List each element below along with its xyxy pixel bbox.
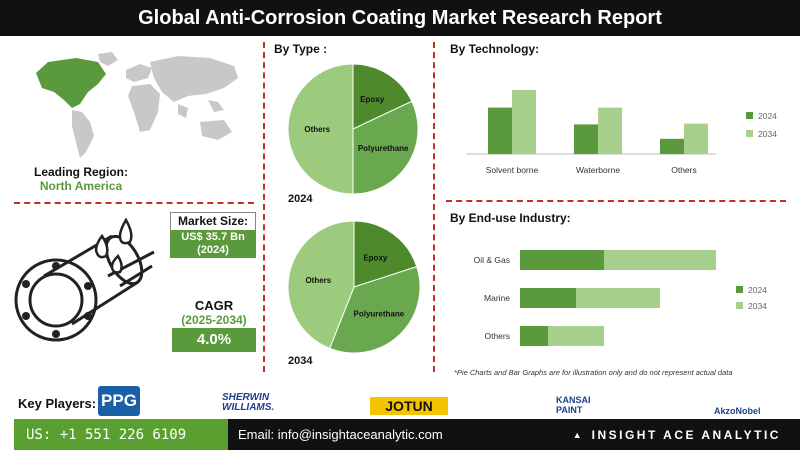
pie-label-polyurethane: Polyurethane [354, 309, 405, 318]
market-size-label: Market Size: [177, 214, 249, 228]
pie-label-epoxy: Epoxy [363, 254, 388, 263]
end-use-bar [576, 288, 660, 308]
market-size-value-box: US$ 35.7 Bn (2024) [170, 230, 256, 258]
ppg-logo: PPG [98, 386, 140, 416]
footer-phone[interactable]: US: +1 551 226 6109 [14, 419, 228, 450]
technology-legend-label: 2024 [758, 111, 777, 121]
page-title: Global Anti-Corrosion Coating Market Res… [0, 0, 800, 36]
end-use-legend-label: 2024 [748, 285, 767, 295]
cagr-period: (2025-2034) [181, 313, 247, 327]
technology-bar [684, 123, 708, 154]
brand-logo-icon: ▲ [572, 429, 582, 440]
leading-region-value: North America [39, 179, 123, 193]
technology-category-label: Solvent borne [486, 165, 539, 175]
pie-label-epoxy: Epoxy [360, 95, 385, 104]
divider-right [433, 42, 435, 372]
section-title-end-use: By End-use Industry: [450, 211, 571, 225]
footer-email[interactable]: Email: info@insightaceanalytic.com [238, 427, 443, 442]
world-map-icon [36, 52, 238, 158]
technology-bar [574, 124, 598, 154]
technology-bar [660, 138, 684, 154]
pie-slice-others [287, 63, 354, 195]
end-use-category-label: Oil & Gas [474, 255, 510, 265]
akzonobel-logo: AkzoNobel [714, 406, 761, 416]
divider-right-horizontal [446, 200, 786, 202]
end-use-bar [520, 288, 576, 308]
technology-category-label: Waterborne [576, 165, 620, 175]
jotun-logo-text: JOTUN [385, 398, 433, 414]
sherwin-williams-logo: SHERWIN WILLIAMS. [222, 392, 275, 413]
pie-slice-polyurethane [352, 100, 419, 195]
disclaimer-note: *Pie Charts and Bar Graphs are for illus… [454, 368, 733, 377]
legend-swatch [736, 302, 743, 309]
divider-left [263, 42, 265, 372]
pie-slice-others [287, 220, 355, 350]
end-use-bar [520, 326, 548, 346]
technology-bar [512, 90, 536, 154]
pipe-corrosion-icon [14, 217, 155, 342]
pie-slice-epoxy [353, 220, 418, 288]
section-title-type: By Type : [274, 42, 328, 56]
footer-bar: Email: info@insightaceanalytic.com ▲ INS… [228, 419, 800, 450]
pie-label-polyurethane: Polyurethane [358, 144, 409, 153]
pie-slice-polyurethane [329, 265, 421, 354]
leading-region-label: Leading Region: [34, 165, 128, 179]
market-size-value: US$ 35.7 Bn [181, 231, 245, 243]
end-use-bar-chart: Oil & Gas Marine Others 2024 2034 [474, 250, 767, 346]
end-use-bar [604, 250, 716, 270]
pie-chart-2034: Epoxy Polyurethane Others [287, 220, 421, 354]
technology-bar [598, 107, 622, 154]
pie-2034-title: 2034 [288, 355, 313, 367]
pie-chart-2024: Epoxy Polyurethane Others [287, 63, 419, 195]
pie-2024-title: 2024 [288, 193, 313, 205]
footer-brand: INSIGHT ACE ANALYTIC [591, 427, 781, 442]
kansai-paint-logo: KANSAI PAINT [556, 395, 591, 415]
pie-slice-epoxy [352, 63, 413, 130]
technology-bar [488, 107, 512, 154]
section-title-technology: By Technology: [450, 42, 540, 56]
end-use-bar [548, 326, 604, 346]
pie-label-others: Others [304, 125, 330, 134]
jotun-logo: JOTUN [370, 397, 448, 415]
legend-swatch [746, 112, 753, 119]
cagr-label: CAGR [194, 298, 234, 313]
technology-category-label: Others [671, 165, 697, 175]
pie-label-others: Others [305, 276, 331, 285]
end-use-category-label: Others [484, 331, 510, 341]
end-use-legend-label: 2034 [748, 301, 767, 311]
market-size-year: (2024) [197, 244, 229, 256]
end-use-bar [520, 250, 604, 270]
key-players-label: Key Players: [18, 396, 97, 411]
divider-left-horizontal [14, 202, 254, 204]
legend-swatch [746, 130, 753, 137]
end-use-category-label: Marine [484, 293, 510, 303]
legend-swatch [736, 286, 743, 293]
technology-bar-chart: Solvent borne Waterborne Others 2024 2034 [466, 90, 777, 175]
cagr-value: 4.0% [172, 328, 256, 352]
technology-legend-label: 2034 [758, 129, 777, 139]
